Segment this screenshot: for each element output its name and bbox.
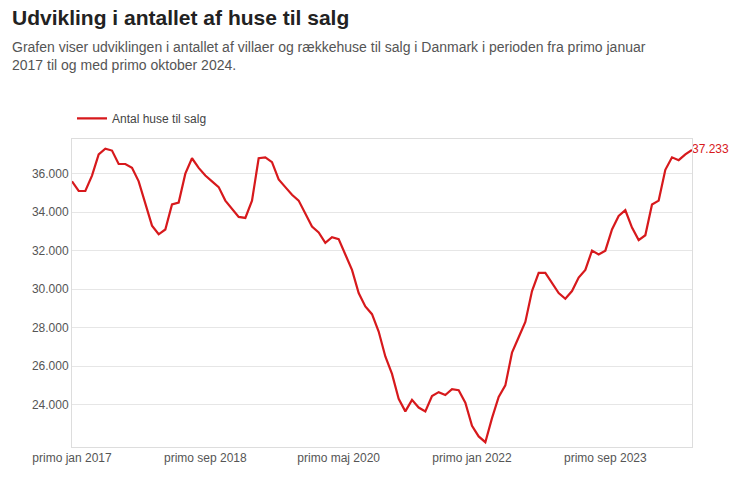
html-text:Udvikling i antallet af huse t: Udvikling i antallet af huse til salg	[12, 6, 350, 29]
svg-text:primo sep 2023: primo sep 2023	[564, 451, 647, 465]
svg-text:primo sep 2018: primo sep 2018	[164, 451, 247, 465]
svg-text:primo maj 2020: primo maj 2020	[297, 451, 380, 465]
svg-text:26.000: 26.000	[32, 359, 69, 373]
svg-text:24.000: 24.000	[32, 398, 69, 412]
svg-text:30.000: 30.000	[32, 282, 69, 296]
svg-text:primo jan 2017: primo jan 2017	[32, 451, 112, 465]
svg-text:primo jan 2022: primo jan 2022	[432, 451, 512, 465]
svg-text:Antal huse til salg: Antal huse til salg	[112, 112, 206, 126]
svg-text:32.000: 32.000	[32, 244, 69, 258]
svg-text:36.000: 36.000	[32, 167, 69, 181]
html-text:Grafen viser udviklingen i ant: Grafen viser udviklingen i antallet af v…	[12, 39, 646, 73]
svg-text:37.233: 37.233	[692, 142, 729, 156]
svg-text:28.000: 28.000	[32, 321, 69, 335]
svg-text:34.000: 34.000	[32, 205, 69, 219]
